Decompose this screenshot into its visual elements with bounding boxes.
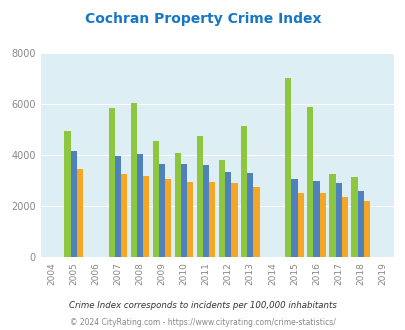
Bar [313,181,319,257]
Bar [136,154,143,257]
Bar [297,193,303,257]
Bar [341,197,347,257]
Bar [196,136,202,257]
Bar [225,172,231,257]
Bar [165,180,171,257]
Bar [357,191,363,257]
Bar [307,107,313,257]
Bar [247,173,253,257]
Text: © 2024 CityRating.com - https://www.cityrating.com/crime-statistics/: © 2024 CityRating.com - https://www.city… [70,318,335,327]
Bar [218,160,225,257]
Bar [209,182,215,257]
Bar [253,187,259,257]
Bar [363,201,369,257]
Bar [335,183,341,257]
Bar [115,156,121,257]
Bar [181,164,187,257]
Bar [351,177,357,257]
Bar [319,193,325,257]
Bar [175,152,181,257]
Bar [70,151,77,257]
Bar [64,131,70,257]
Bar [143,176,149,257]
Bar [121,174,127,257]
Bar [291,180,297,257]
Bar [130,103,136,257]
Bar [187,182,193,257]
Bar [231,183,237,257]
Bar [108,108,115,257]
Bar [158,164,165,257]
Text: Crime Index corresponds to incidents per 100,000 inhabitants: Crime Index corresponds to incidents per… [69,301,336,310]
Bar [152,141,158,257]
Bar [284,79,291,257]
Bar [328,174,335,257]
Bar [77,169,83,257]
Text: Cochran Property Crime Index: Cochran Property Crime Index [85,12,320,25]
Bar [202,165,209,257]
Bar [241,126,247,257]
